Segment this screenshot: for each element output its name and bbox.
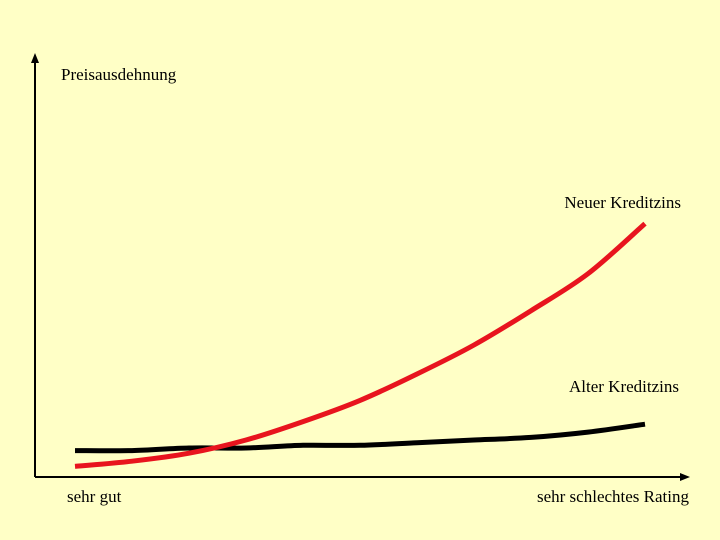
y-axis-label: Preisausdehnung: [61, 65, 177, 84]
axes: [31, 53, 690, 481]
series-line-neuer-kreditzins: [74, 221, 647, 469]
series-lines: [74, 221, 647, 469]
series-line-alter-kreditzins: [74, 421, 646, 454]
x-tick-label-sehr-gut: sehr gut: [67, 487, 122, 506]
y-axis-arrow: [31, 53, 39, 63]
x-tick-label-sehr-schlechtes-rating: sehr schlechtes Rating: [536, 487, 689, 506]
x-axis-arrow: [680, 473, 690, 481]
series-label-alter-kreditzins: Alter Kreditzins: [569, 377, 679, 396]
series-label-neuer-kreditzins: Neuer Kreditzins: [564, 193, 681, 212]
